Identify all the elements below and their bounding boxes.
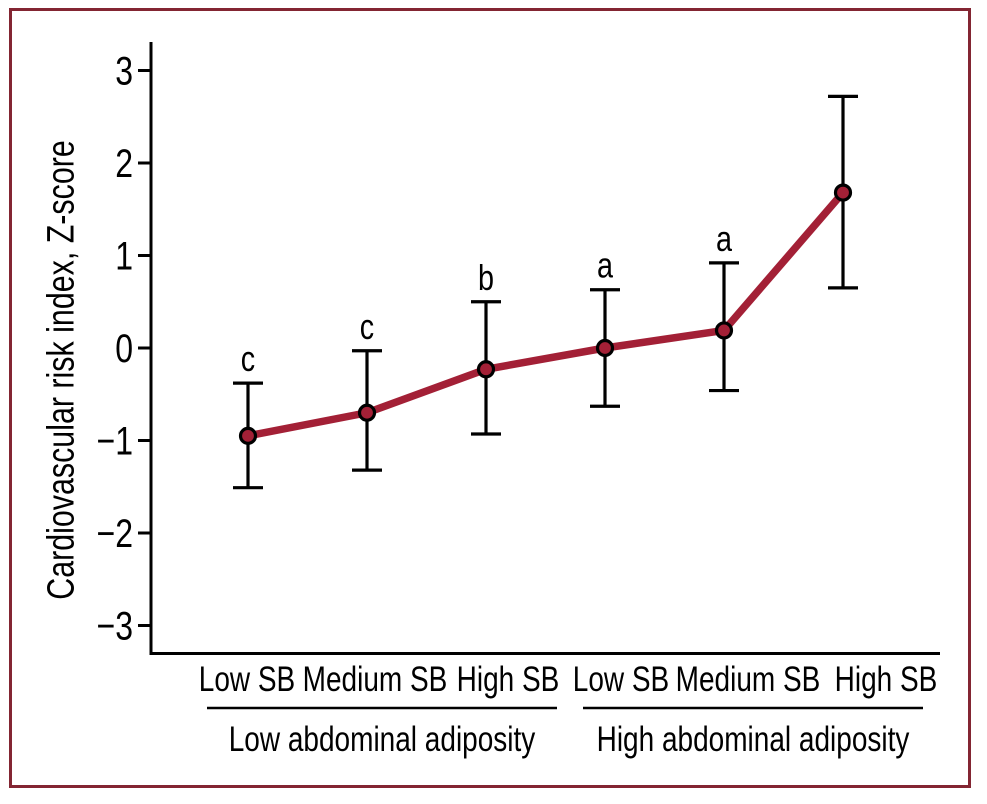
x-category-label: Low SB: [573, 659, 669, 699]
y-tick-label: 0: [115, 326, 133, 371]
x-category-label-text: Low SB: [199, 659, 295, 699]
y-tick-label: 3: [115, 48, 133, 93]
data-point-marker: [357, 403, 377, 422]
x-category-label-text: Medium SB: [676, 659, 821, 699]
y-tick-label-text: −2: [97, 511, 133, 556]
data-point-marker: [595, 338, 615, 358]
data-point-marker: [238, 426, 258, 445]
significance-letter: a: [597, 245, 614, 286]
y-tick-label-text: 2: [115, 141, 133, 186]
group-label-text: High abdominal adiposity: [597, 719, 910, 759]
y-tick-label-text: 0: [115, 326, 133, 371]
data-point-marker: [476, 360, 496, 379]
x-category-label-text: High SB: [457, 659, 560, 699]
y-tick-label: −2: [97, 511, 133, 556]
significance-letter-text: c: [241, 338, 255, 379]
y-tick-label: −1: [97, 418, 133, 463]
x-category-label: Low SB: [199, 659, 295, 699]
y-tick-label-text: −1: [97, 418, 133, 463]
trend-line: [244, 188, 847, 440]
significance-letter-text: a: [716, 218, 733, 259]
significance-letter: a: [716, 218, 733, 259]
y-tick-label: 1: [115, 233, 133, 278]
x-category-label: Medium SB: [303, 659, 448, 699]
y-tick-label-text: 1: [115, 233, 133, 278]
significance-letter-text: c: [360, 306, 374, 347]
significance-letter: b: [478, 257, 494, 298]
x-category-label-text: Low SB: [573, 659, 669, 699]
significance-letter-text: b: [478, 257, 494, 298]
y-axis-title: Cardiovascular risk index, Z-score: [40, 140, 83, 600]
x-category-label: High SB: [457, 659, 560, 699]
significance-letter: c: [360, 306, 374, 347]
x-category-label-text: Medium SB: [303, 659, 448, 699]
data-point-marker: [833, 183, 853, 202]
x-category-label: Medium SB: [676, 659, 821, 699]
significance-letter: c: [241, 338, 255, 379]
y-tick-label-text: −3: [97, 603, 133, 648]
significance-letter-text: a: [597, 245, 614, 286]
y-tick-label: −3: [97, 603, 133, 648]
data-point-marker: [714, 321, 734, 340]
y-tick-label: 2: [115, 141, 133, 186]
group-label: Low abdominal adiposity: [229, 719, 536, 759]
figure-frame: [9, 8, 971, 788]
group-label-text: Low abdominal adiposity: [229, 719, 536, 759]
x-category-label: High SB: [835, 659, 938, 699]
group-label: High abdominal adiposity: [597, 719, 910, 759]
y-tick-label-text: 3: [115, 48, 133, 93]
x-category-label-text: High SB: [835, 659, 938, 699]
